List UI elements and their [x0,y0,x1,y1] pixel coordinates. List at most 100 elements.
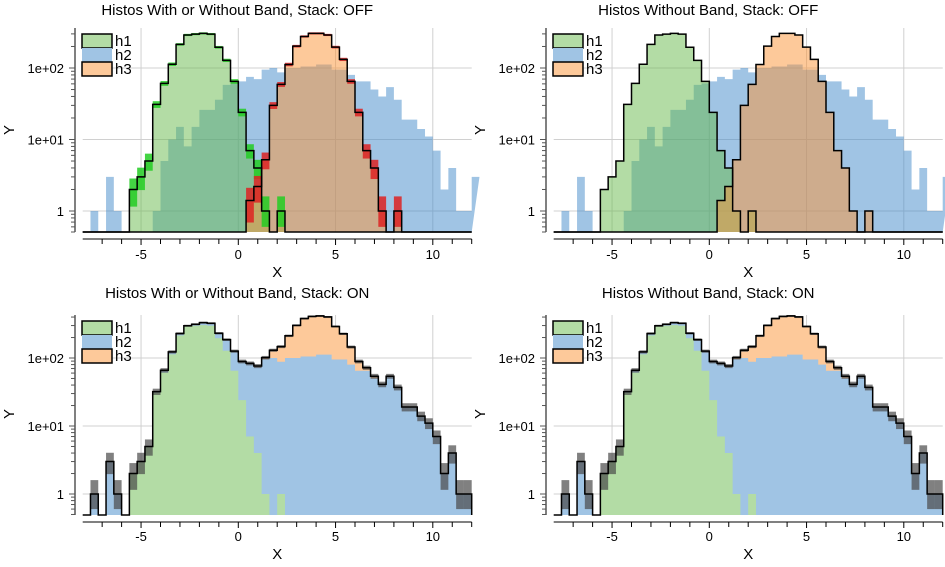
h1-histogram-fill [553,33,943,233]
x-axis-label: X [743,264,753,281]
h1-stacked-fill [553,325,943,515]
x-tick-label: 0 [706,247,713,262]
h1-histogram-outline [82,32,472,233]
h3-histogram-outline [82,32,472,233]
h1-histogram-fill [82,33,472,233]
legend-label-h1: h1 [115,33,132,50]
h1-stacked-fill [82,325,472,515]
total-error-band [615,439,624,456]
h1-error-band [129,178,138,207]
x-tick-label: 10 [897,247,911,262]
legend-label-h1: h1 [586,320,603,337]
x-tick-label: 0 [706,529,713,544]
h3-error-band [370,159,379,180]
legend-label-h3: h3 [115,348,132,365]
legend-label-h1: h1 [115,320,132,337]
legend-swatch-h3 [552,348,584,364]
h1-error-band [137,167,145,191]
x-axis-label: X [272,264,282,281]
legend-swatch-h1 [552,33,584,49]
y-tick-label: 1e+01 [498,133,535,148]
y-tick-label: 1e+01 [498,419,535,434]
total-error-band [440,463,449,490]
x-tick-label: 5 [332,529,339,544]
legend-swatch-h3 [552,61,584,77]
total-error-band [129,463,138,490]
x-tick-label: 10 [426,529,440,544]
y-tick-label: 1e+01 [27,419,64,434]
y-axis-label: Y [472,125,489,135]
h1-error-band [253,159,262,180]
total-error-band [608,452,616,475]
h3-histogram-fill [82,33,472,233]
x-tick-label: 5 [803,529,810,544]
y-tick-label: 1e+02 [498,351,535,366]
panel-4: Histos Without Band, Stack: ON -5 0 5 10 X 1 1e… [472,285,944,563]
h3-error-band [246,187,254,223]
legend-label-h2: h2 [115,47,132,64]
h1-error-band [246,144,254,159]
x-tick-label: 5 [803,247,810,262]
legend-swatch-h2 [82,48,112,62]
legend-label-h2: h2 [586,47,603,64]
x-tick-label: -5 [135,247,147,262]
legend-label-h3: h3 [586,61,603,78]
total-error-band [903,430,912,445]
y-tick-label: 1 [528,204,535,219]
legend-swatch-h1 [81,320,113,336]
y-tick-label: 1 [57,204,64,219]
total-error-band [144,439,153,456]
total-error-band [106,452,114,475]
y-tick-label: 1 [528,487,535,502]
legend-swatch-h1 [81,33,113,49]
y-tick-label: 1e+01 [27,133,64,148]
x-tick-label: 10 [426,247,440,262]
x-tick-label: 0 [235,529,242,544]
legend-label-h3: h3 [586,348,603,365]
panel-2: Histos Without Band, Stack: OFF -5 0 5 10 X 1 1… [472,2,945,281]
total-error-band [600,463,609,490]
h3-histogram-outline [553,32,943,233]
chart-title: Histos Without Band, Stack: ON [602,285,815,302]
stack-total-outline [553,315,944,516]
h3-error-band [253,175,262,203]
legend-swatch-h3 [81,61,113,77]
legend-swatch-h1 [552,320,584,336]
chart-title: Histos With or Without Band, Stack: OFF [101,2,373,19]
h3-error-band [362,144,371,159]
x-axis-label: X [272,546,282,563]
h3-histogram-fill [553,33,943,233]
y-tick-label: 1e+02 [498,61,535,76]
x-tick-label: -5 [606,529,618,544]
x-tick-label: -5 [135,529,147,544]
h1-error-band [144,153,153,171]
legend-label-h1: h1 [586,33,603,50]
y-tick-label: 1e+02 [27,351,64,366]
panel-3: Histos With or Without Band, Stack: ON -5… [1,285,473,563]
total-error-band [137,452,145,475]
legend-swatch-h2 [553,335,583,349]
legend-label-h2: h2 [586,334,603,351]
x-tick-label: 0 [235,247,242,262]
y-axis-label: Y [472,409,489,419]
y-tick-label: 1 [57,487,64,502]
total-error-band [577,452,585,475]
total-error-band [919,445,928,464]
h1-histogram-outline [553,32,943,233]
legend-swatch-h2 [553,48,583,62]
legend-swatch-h2 [82,335,112,349]
legend-label-h2: h2 [115,334,132,351]
panel-1: Histos With or Without Band, Stack: OFF -… [1,2,480,281]
legend-swatch-h3 [81,348,113,364]
y-axis-label: Y [1,125,18,135]
chart-title: Histos With or Without Band, Stack: ON [105,285,369,302]
total-error-band [911,463,920,490]
y-axis-label: Y [1,409,18,419]
legend-label-h3: h3 [115,61,132,78]
x-tick-label: 10 [897,529,911,544]
